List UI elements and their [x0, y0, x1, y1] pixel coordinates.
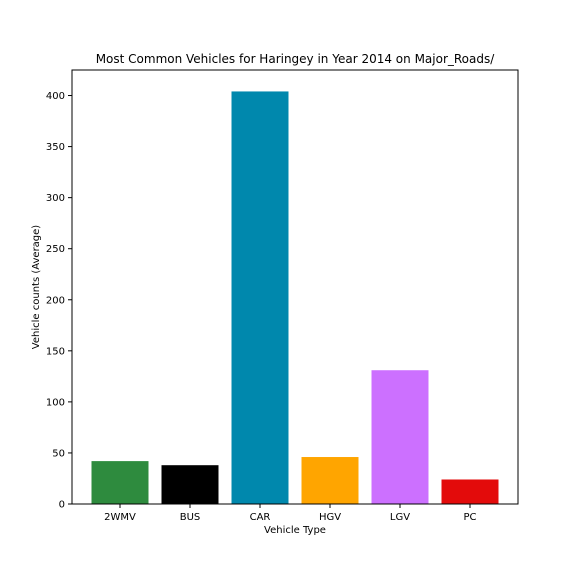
- bar-car: [231, 91, 289, 504]
- bar-lgv: [371, 370, 429, 504]
- x-axis-label: Vehicle Type: [264, 525, 326, 536]
- x-tick-label: HGV: [319, 512, 341, 523]
- x-tick-label: CAR: [250, 512, 271, 523]
- y-axis-ticks: 0 50 100 150 200 250 300 350 400: [46, 91, 72, 511]
- bar-2wmv: [91, 461, 149, 504]
- y-axis-label: Vehicle counts (Average): [31, 225, 42, 350]
- y-tick-label: 400: [46, 91, 65, 102]
- bar-hgv: [301, 457, 359, 504]
- x-tick-label: 2WMV: [104, 512, 136, 523]
- x-tick-label: LGV: [390, 512, 410, 523]
- bars-group: [91, 91, 499, 504]
- chart-title: Most Common Vehicles for Haringey in Yea…: [96, 52, 496, 66]
- x-axis-ticks: 2WMV BUS CAR HGV LGV PC: [104, 504, 477, 523]
- plot-frame: [71, 69, 519, 505]
- y-tick-label: 50: [52, 448, 65, 459]
- y-tick-label: 100: [46, 397, 65, 408]
- y-tick-label: 300: [46, 193, 65, 204]
- y-tick-label: 150: [46, 346, 65, 357]
- y-tick-label: 250: [46, 244, 65, 255]
- bar-pc: [441, 479, 499, 504]
- y-tick-label: 350: [46, 142, 65, 153]
- y-tick-label: 0: [59, 500, 65, 511]
- x-tick-label: PC: [463, 512, 476, 523]
- x-tick-label: BUS: [180, 512, 201, 523]
- bar-bus: [161, 465, 219, 504]
- y-tick-label: 200: [46, 295, 65, 306]
